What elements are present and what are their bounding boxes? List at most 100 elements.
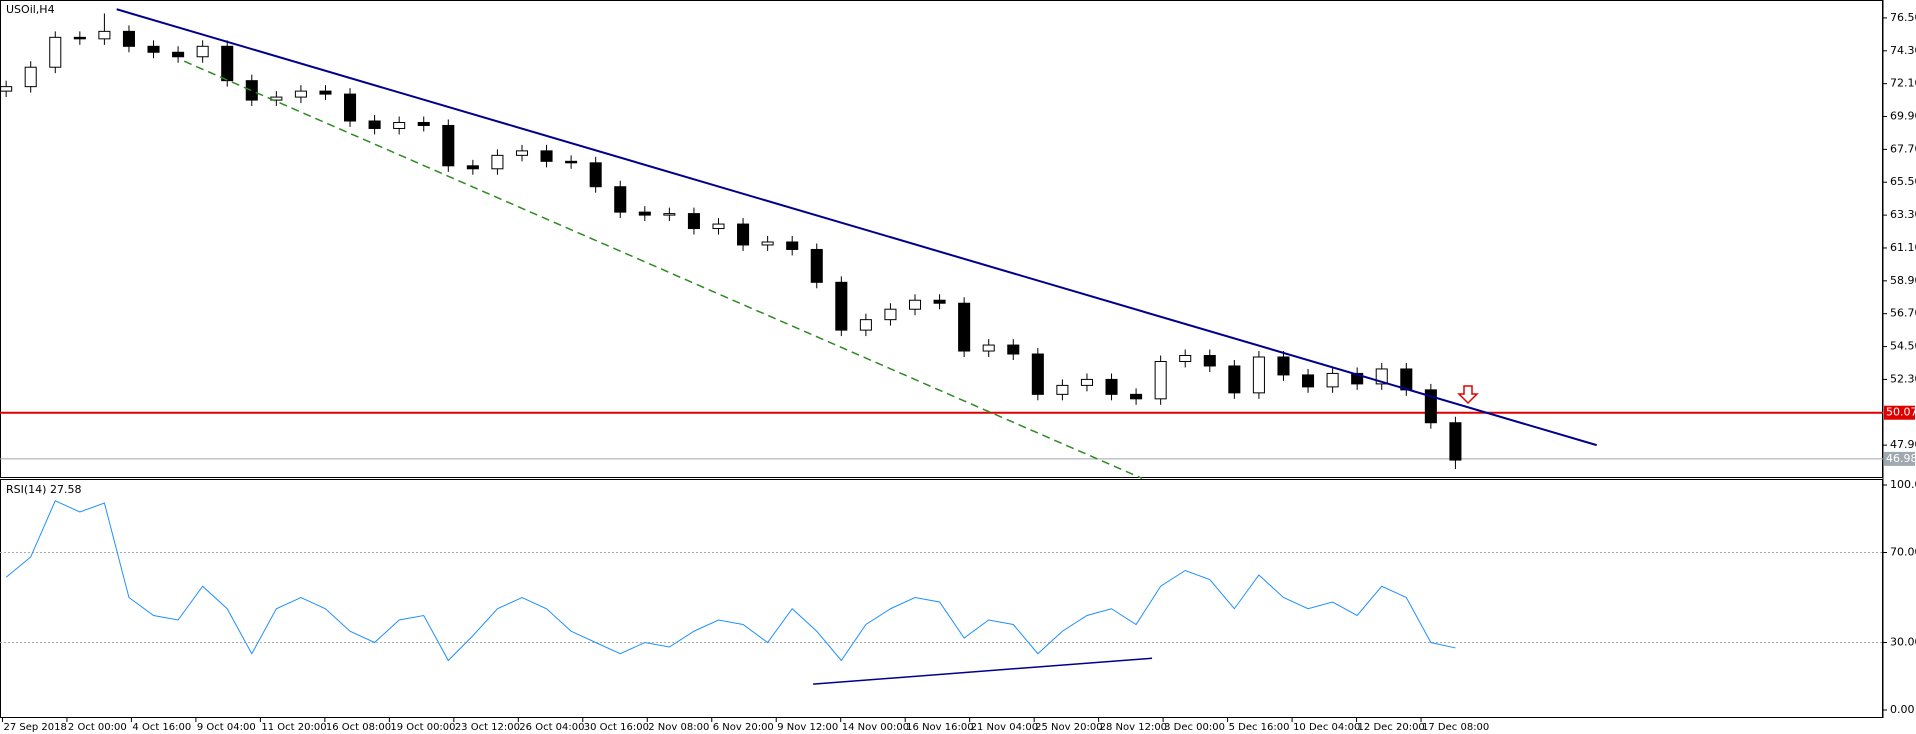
x-tick-label: 25 Nov 20:00 bbox=[1035, 722, 1102, 733]
y-tick-label: 52.30 bbox=[1890, 372, 1916, 385]
candle-body bbox=[122, 30, 135, 47]
x-tick-label: 27 Sep 2018 bbox=[3, 722, 66, 733]
candle-body bbox=[687, 213, 700, 230]
candle-body bbox=[24, 66, 37, 88]
candle-body bbox=[1031, 353, 1044, 395]
rsi-line bbox=[5, 500, 1456, 662]
candle-body bbox=[1228, 365, 1241, 394]
candle-body bbox=[663, 213, 676, 216]
candle-body bbox=[1179, 355, 1192, 362]
candle-body bbox=[319, 90, 332, 95]
x-tick-label: 16 Nov 16:00 bbox=[906, 722, 973, 733]
candle-body bbox=[49, 36, 62, 68]
y-tick-label: 58.90 bbox=[1890, 274, 1916, 287]
y-tick-label: 56.70 bbox=[1890, 307, 1916, 320]
candle-body bbox=[442, 124, 455, 167]
candle-body bbox=[982, 344, 995, 352]
x-tick-label: 12 Dec 20:00 bbox=[1358, 722, 1425, 733]
candle-body bbox=[0, 86, 13, 92]
rsi-title: RSI(14) 27.58 bbox=[6, 483, 81, 496]
candle-body bbox=[859, 319, 872, 331]
x-tick-label: 30 Oct 16:00 bbox=[584, 722, 649, 733]
x-tick-label: 21 Nov 04:00 bbox=[971, 722, 1038, 733]
candle-body bbox=[908, 299, 922, 310]
y-tick-label: 30.00 bbox=[1890, 636, 1916, 649]
x-tick-label: 9 Oct 04:00 bbox=[197, 722, 256, 733]
price-tag-label: 50.07 bbox=[1886, 406, 1916, 419]
price-tag-label: 46.98 bbox=[1886, 452, 1916, 465]
candle-body bbox=[196, 45, 209, 58]
x-tick-label: 10 Dec 04:00 bbox=[1293, 722, 1360, 733]
candle-body bbox=[835, 281, 848, 331]
candle-body bbox=[393, 121, 406, 129]
candle-body bbox=[344, 93, 357, 122]
candle-body bbox=[810, 248, 823, 283]
candle-body bbox=[933, 299, 946, 304]
candle-body bbox=[884, 308, 897, 321]
candle-body bbox=[786, 241, 799, 250]
candle-body bbox=[1449, 422, 1462, 461]
candle-body bbox=[221, 45, 234, 82]
y-tick-label: 76.50 bbox=[1890, 11, 1916, 24]
y-tick-label: 65.50 bbox=[1890, 175, 1916, 188]
y-tick-label: 67.70 bbox=[1890, 142, 1916, 155]
x-tick-label: 2 Oct 00:00 bbox=[68, 722, 127, 733]
y-tick-label: 70.00 bbox=[1890, 546, 1916, 559]
candle-body bbox=[589, 162, 602, 188]
x-tick-label: 4 Oct 16:00 bbox=[132, 722, 191, 733]
candle-body bbox=[1375, 368, 1388, 385]
candle-body bbox=[1277, 356, 1290, 376]
trendline bbox=[116, 8, 1597, 447]
y-tick-label: 74.30 bbox=[1890, 44, 1916, 57]
y-tick-label: 72.10 bbox=[1890, 77, 1916, 90]
y-tick-label: 0.00 bbox=[1890, 703, 1915, 716]
price-tag bbox=[1884, 405, 1915, 420]
price-tag bbox=[1884, 451, 1915, 466]
x-tick-label: 19 Oct 00:00 bbox=[390, 722, 455, 733]
candle-body bbox=[98, 30, 111, 40]
trendline bbox=[813, 657, 1153, 685]
candle-body bbox=[1400, 368, 1413, 391]
x-tick-label: 26 Oct 04:00 bbox=[519, 722, 584, 733]
candle-body bbox=[245, 80, 258, 101]
candle-body bbox=[1080, 378, 1093, 386]
candle-body bbox=[638, 211, 651, 216]
candle-body bbox=[466, 165, 479, 170]
x-tick-label: 17 Dec 08:00 bbox=[1422, 722, 1489, 733]
y-tick-label: 47.90 bbox=[1890, 438, 1916, 451]
candle-body bbox=[958, 302, 971, 352]
candle-body bbox=[1056, 384, 1069, 395]
rsi-panel bbox=[0, 479, 1883, 718]
candle-body bbox=[712, 223, 725, 230]
x-tick-label: 3 Dec 00:00 bbox=[1164, 722, 1225, 733]
candle-body bbox=[614, 186, 627, 213]
candle-body bbox=[1007, 344, 1020, 355]
candle-body bbox=[491, 154, 504, 170]
candle-body bbox=[540, 150, 553, 162]
candle-body bbox=[1130, 393, 1143, 400]
x-tick-label: 23 Oct 12:00 bbox=[455, 722, 520, 733]
candle-body bbox=[565, 160, 578, 164]
y-tick-label: 63.30 bbox=[1890, 208, 1916, 221]
candle-body bbox=[1105, 378, 1118, 395]
candle-body bbox=[417, 121, 430, 126]
y-tick-label: 61.10 bbox=[1890, 241, 1916, 254]
x-tick-label: 14 Nov 00:00 bbox=[842, 722, 909, 733]
candle-body bbox=[172, 51, 185, 58]
main-panel bbox=[0, 0, 1883, 478]
candle-body bbox=[1302, 374, 1315, 388]
candle-body bbox=[1351, 372, 1364, 385]
x-tick-label: 5 Dec 16:00 bbox=[1229, 722, 1290, 733]
y-tick-label: 54.50 bbox=[1890, 340, 1916, 353]
y-tick-label: 69.90 bbox=[1890, 110, 1916, 123]
chart-title: USOil,H4 bbox=[6, 3, 55, 16]
candle-body bbox=[761, 241, 774, 246]
y-tick-label: 100.00 bbox=[1890, 478, 1916, 491]
candle-body bbox=[1326, 372, 1339, 388]
candle-body bbox=[515, 150, 529, 156]
candle-body bbox=[147, 45, 160, 53]
candle-body bbox=[1252, 356, 1265, 394]
candle-body bbox=[294, 90, 307, 98]
trendline bbox=[183, 60, 1143, 480]
